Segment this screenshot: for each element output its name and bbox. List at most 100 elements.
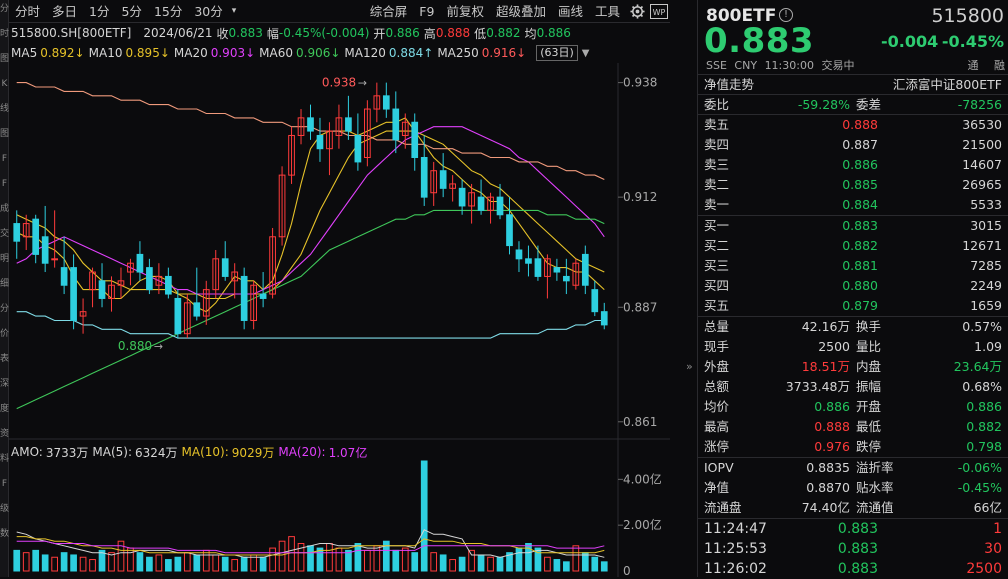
candle[interactable] <box>354 113 362 171</box>
volume-bar[interactable] <box>572 545 580 572</box>
side-tab-glyph[interactable]: 数 <box>0 529 10 539</box>
side-tab-glyph[interactable]: 料 <box>0 454 10 464</box>
side-tab-glyph[interactable]: 交 <box>0 229 10 239</box>
candle[interactable] <box>269 227 276 299</box>
volume-bar[interactable] <box>202 549 210 572</box>
candle[interactable] <box>534 245 542 281</box>
period-tab-5min[interactable]: 5分 <box>121 3 142 19</box>
tools-button[interactable]: 工具 <box>594 3 620 19</box>
volume-bar[interactable] <box>449 559 456 572</box>
candle[interactable] <box>364 100 371 167</box>
info-icon[interactable]: ! <box>779 8 793 22</box>
candle[interactable] <box>183 294 191 339</box>
book-row[interactable]: 卖一 0.884 5533 <box>698 195 1008 215</box>
side-tab-glyph[interactable]: 成 <box>0 204 10 214</box>
volume-bar[interactable] <box>487 556 494 572</box>
book-row[interactable]: 卖三 0.886 14607 <box>698 155 1008 175</box>
volume-bar[interactable] <box>22 552 30 572</box>
candle[interactable] <box>307 104 314 140</box>
candle[interactable] <box>382 82 390 118</box>
volume-bar[interactable] <box>506 552 513 572</box>
candle[interactable] <box>496 183 504 220</box>
volume-bar[interactable] <box>373 545 381 572</box>
volume-bar[interactable] <box>477 554 485 572</box>
candle[interactable] <box>212 250 220 299</box>
volume-bar[interactable] <box>335 547 343 572</box>
candle[interactable] <box>193 267 201 321</box>
candle[interactable] <box>79 298 87 334</box>
side-tab-glyph[interactable]: F <box>1 479 8 489</box>
candle[interactable] <box>581 245 589 295</box>
volume-bar[interactable] <box>345 549 352 572</box>
volume-bar[interactable] <box>515 547 523 572</box>
period-tab-multiday[interactable]: 多日 <box>52 3 78 19</box>
side-tab-glyph[interactable]: 分 <box>0 4 10 14</box>
period-dropdown-icon[interactable]: ▾ <box>231 5 237 16</box>
candle[interactable] <box>297 109 305 145</box>
side-tab-glyph[interactable]: 明 <box>0 254 10 264</box>
candle[interactable] <box>600 302 608 330</box>
side-tab-glyph[interactable]: 分 <box>0 304 10 314</box>
volume-bar[interactable] <box>108 552 115 572</box>
volume-bar[interactable] <box>326 543 333 572</box>
candle[interactable] <box>60 236 68 295</box>
candle[interactable] <box>202 280 210 325</box>
candle[interactable] <box>51 210 58 268</box>
collapse-sidebar-icon[interactable]: » <box>686 360 693 373</box>
volume-bar[interactable] <box>165 559 172 572</box>
candle[interactable] <box>221 241 229 281</box>
side-tab-glyph[interactable]: F <box>1 179 8 189</box>
volume-bar[interactable] <box>297 543 305 572</box>
candle[interactable] <box>231 263 239 299</box>
volume-bar[interactable] <box>136 552 144 572</box>
candle[interactable] <box>430 161 438 206</box>
candle[interactable] <box>506 197 513 255</box>
book-row[interactable]: 买二 0.882 12671 <box>698 236 1008 256</box>
side-tab-glyph[interactable]: 细 <box>0 279 10 289</box>
side-tab-glyph[interactable]: F <box>1 154 8 164</box>
volume-bar[interactable] <box>401 547 409 572</box>
candle[interactable] <box>468 183 475 224</box>
wp-icon[interactable]: WP <box>648 0 670 23</box>
candle[interactable] <box>420 135 428 206</box>
period-count-selector[interactable]: (63日) <box>536 45 578 61</box>
volume-bar[interactable] <box>420 460 428 572</box>
volume-bar[interactable] <box>127 547 134 572</box>
candle[interactable] <box>411 113 419 171</box>
gear-icon[interactable] <box>626 0 648 23</box>
candle[interactable] <box>13 210 21 259</box>
candle[interactable] <box>165 267 172 299</box>
period-tab-15min[interactable]: 15分 <box>153 3 183 19</box>
candle[interactable] <box>146 258 153 295</box>
side-tab-glyph[interactable]: 线 <box>0 104 10 114</box>
book-row[interactable]: 买五 0.879 1659 <box>698 296 1008 316</box>
side-tab-glyph[interactable]: K <box>1 79 8 89</box>
candle[interactable] <box>477 179 485 215</box>
volume-bar[interactable] <box>212 554 220 572</box>
volume-bar[interactable] <box>32 549 40 572</box>
volume-bar[interactable] <box>174 556 182 572</box>
volume-bar[interactable] <box>117 540 125 572</box>
candle[interactable] <box>553 258 561 281</box>
volume-bar[interactable] <box>231 559 239 572</box>
candle[interactable] <box>525 245 532 277</box>
f9-button[interactable]: F9 <box>419 3 435 19</box>
period-tab-1min[interactable]: 1分 <box>89 3 110 19</box>
candle[interactable] <box>373 82 381 123</box>
composite-screen-button[interactable]: 综合屏 <box>369 3 408 19</box>
volume-bar[interactable] <box>278 540 286 572</box>
volume-bar[interactable] <box>553 559 561 572</box>
volume-bar[interactable] <box>496 556 504 572</box>
side-tab-glyph[interactable]: 资 <box>0 429 10 439</box>
volume-bar[interactable] <box>146 556 153 572</box>
candle[interactable] <box>335 104 343 149</box>
volume-bar[interactable] <box>534 547 542 572</box>
book-row[interactable]: 买三 0.881 7285 <box>698 256 1008 276</box>
volume-bar[interactable] <box>392 549 400 572</box>
volume-bar[interactable] <box>269 547 276 572</box>
candle[interactable] <box>345 95 352 140</box>
side-tab-glyph[interactable]: 度 <box>0 404 10 414</box>
volume-bar[interactable] <box>51 556 58 572</box>
